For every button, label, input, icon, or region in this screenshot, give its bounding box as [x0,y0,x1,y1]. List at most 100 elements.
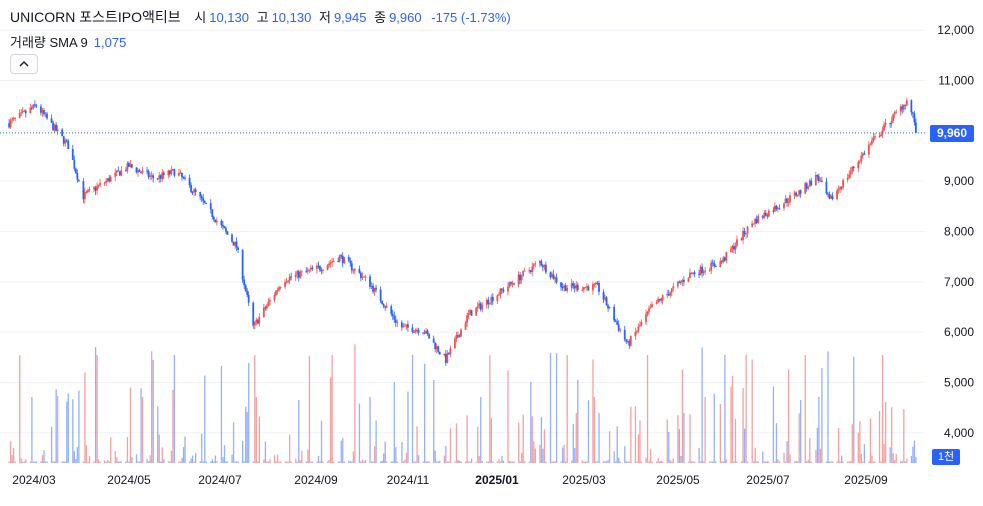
volume-bar [257,461,259,463]
candle-body [564,285,567,291]
volume-bar [184,436,186,463]
candle-body [215,220,218,223]
candle-body [20,112,23,114]
volume-bar [795,460,797,463]
candle-body [403,325,406,327]
volume-sma-label: 거래량 SMA 9 [10,35,88,50]
candle-body [522,270,525,277]
volume-bar [540,417,543,463]
volume-bar [301,450,303,463]
candle-body [416,329,418,331]
candle-body [889,123,892,125]
close-label: 종 [374,10,387,25]
volume-bar [830,461,832,463]
candle-body [881,130,884,135]
candle-body [361,276,364,278]
volume-bar [692,461,694,463]
volume-bar [616,426,618,463]
candle-body [893,112,896,115]
candle-body [167,170,170,176]
candle-body [587,286,590,291]
candle-body [73,159,76,169]
volume-bar [120,461,123,463]
volume-bar [543,429,546,463]
candle-body [85,192,88,194]
volume-bar [598,413,600,463]
candle-body [21,111,24,113]
candle-body [299,272,302,278]
candle-body [804,183,807,194]
candle-body [538,260,541,264]
volume-bar [486,461,488,463]
volume-bar [634,406,637,463]
volume-bar [252,461,254,463]
volume-bar [481,461,483,463]
candle-body [466,315,468,324]
volume-bar [179,461,182,463]
volume-bar [373,446,376,463]
candle-body [502,289,505,292]
candle-body [816,175,819,177]
candle-body [443,354,446,356]
candle-body [878,136,881,138]
volume-bar [390,461,392,463]
volume-bar [248,362,250,463]
candle-body [819,180,822,182]
volume-bar [602,461,605,463]
candle-body [64,140,67,144]
volume-bar [88,456,91,463]
candle-body [723,257,726,261]
candle-body [84,192,86,200]
candle-body [337,261,340,263]
volume-bar [22,461,24,463]
volume-bar [560,461,562,463]
candle-body [320,270,323,272]
candle-body [350,263,353,271]
x-tick-label: 2025/07 [746,473,790,487]
volume-bar [733,461,735,463]
candle-body [432,338,435,343]
candle-body [517,274,520,285]
candle-body [244,285,247,291]
volume-bar [439,460,441,463]
candle-body [179,172,182,174]
candle-body [267,301,270,306]
candle-body [619,329,622,331]
volume-bar [772,386,775,463]
candle-body [714,265,717,268]
collapse-legend-button[interactable] [10,54,38,74]
volume-bar [13,447,15,463]
volume-bar [454,461,456,463]
candle-body [572,283,575,287]
volume-bar [44,461,47,463]
volume-bar [575,413,577,463]
candle-body [676,281,679,287]
candle-body [704,270,707,272]
low-value: 9,945 [333,10,367,25]
candle-body [828,194,831,199]
candle-body [501,288,503,290]
volume-bar [469,461,471,463]
volume-bar [766,461,768,463]
candle-body [469,310,471,314]
volume-bar [43,450,45,463]
volume-bar [328,459,330,463]
candle-body [910,100,913,113]
candle-body [105,180,108,183]
candle-body [593,284,596,286]
candle-body [682,280,685,282]
candle-body [247,294,250,303]
volume-bar [448,461,450,463]
candle-body [849,171,852,175]
candle-body [519,274,522,281]
volume-bar [545,461,547,463]
candle-body [352,270,355,272]
candle-body [617,324,620,331]
candle-body [805,183,808,189]
candle-body [911,112,914,114]
volume-bar [73,451,76,463]
candle-body [899,106,902,112]
volume-bar [169,461,171,463]
